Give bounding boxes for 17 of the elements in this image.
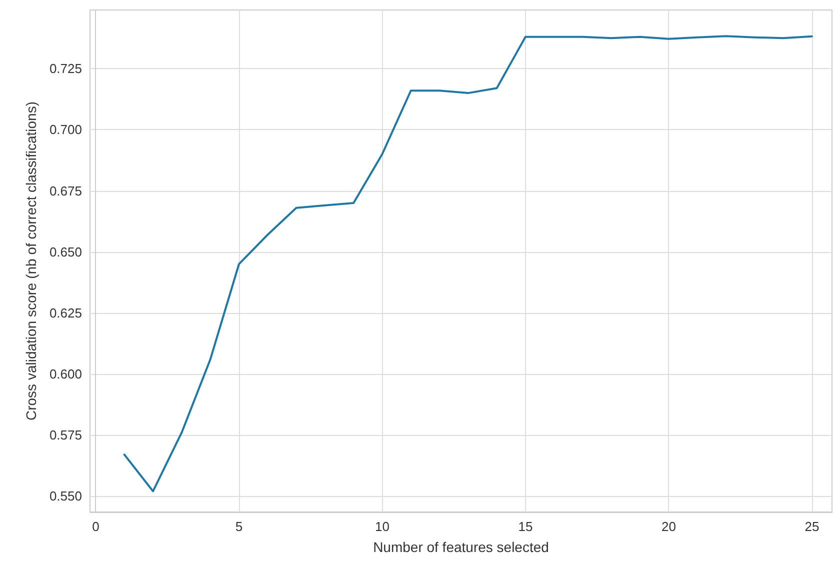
y-tick-label: 0.725 bbox=[49, 61, 82, 76]
y-tick-label: 0.625 bbox=[49, 305, 82, 320]
y-tick-label: 0.700 bbox=[49, 122, 82, 138]
y-tick-label: 0.650 bbox=[49, 244, 82, 260]
x-tick-label: 25 bbox=[804, 519, 820, 534]
y-tick-label: 0.550 bbox=[49, 488, 82, 504]
line-series bbox=[123, 35, 813, 492]
x-tick-label: 15 bbox=[518, 519, 533, 534]
x-tick-label: 5 bbox=[235, 519, 243, 534]
x-axis-title: Number of features selected bbox=[373, 539, 549, 555]
x-tick-label: 0 bbox=[92, 519, 100, 534]
x-tick-label: 10 bbox=[374, 519, 390, 534]
y-tick-label: 0.575 bbox=[49, 428, 82, 443]
y-tick-label: 0.600 bbox=[49, 366, 82, 382]
y-axis-title: Cross validation score (nb of correct classifications) bbox=[23, 101, 39, 421]
x-tick-label: 20 bbox=[661, 519, 676, 534]
y-tick-label: 0.675 bbox=[49, 183, 82, 198]
